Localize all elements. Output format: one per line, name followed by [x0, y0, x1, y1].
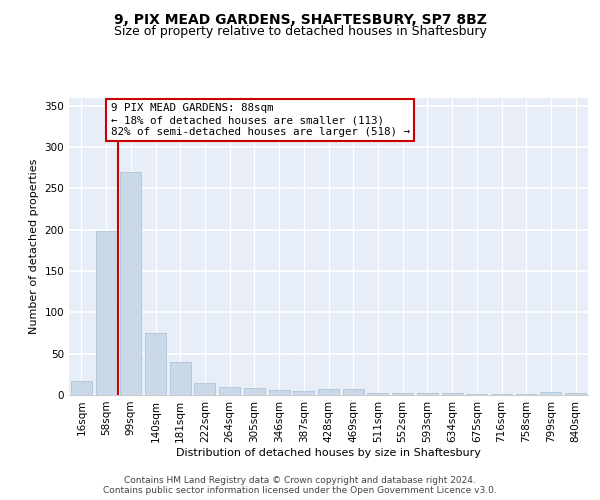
Bar: [343, 389, 364, 395]
Bar: [466, 394, 487, 395]
Bar: [219, 386, 240, 395]
Text: 9, PIX MEAD GARDENS, SHAFTESBURY, SP7 8BZ: 9, PIX MEAD GARDENS, SHAFTESBURY, SP7 8B…: [113, 12, 487, 26]
Bar: [417, 394, 438, 395]
Bar: [269, 390, 290, 395]
Text: Size of property relative to detached houses in Shaftesbury: Size of property relative to detached ho…: [113, 25, 487, 38]
Bar: [442, 394, 463, 395]
Bar: [541, 392, 562, 395]
Bar: [194, 382, 215, 395]
Text: Contains HM Land Registry data © Crown copyright and database right 2024.
Contai: Contains HM Land Registry data © Crown c…: [103, 476, 497, 495]
X-axis label: Distribution of detached houses by size in Shaftesbury: Distribution of detached houses by size …: [176, 448, 481, 458]
Bar: [293, 391, 314, 395]
Bar: [565, 392, 586, 395]
Bar: [145, 333, 166, 395]
Bar: [392, 394, 413, 395]
Bar: [367, 392, 388, 395]
Bar: [170, 362, 191, 395]
Bar: [318, 389, 339, 395]
Bar: [516, 394, 537, 395]
Bar: [120, 172, 141, 395]
Bar: [244, 388, 265, 395]
Bar: [95, 232, 116, 395]
Y-axis label: Number of detached properties: Number of detached properties: [29, 158, 39, 334]
Text: 9 PIX MEAD GARDENS: 88sqm
← 18% of detached houses are smaller (113)
82% of semi: 9 PIX MEAD GARDENS: 88sqm ← 18% of detac…: [110, 104, 410, 136]
Bar: [491, 394, 512, 395]
Bar: [71, 381, 92, 395]
